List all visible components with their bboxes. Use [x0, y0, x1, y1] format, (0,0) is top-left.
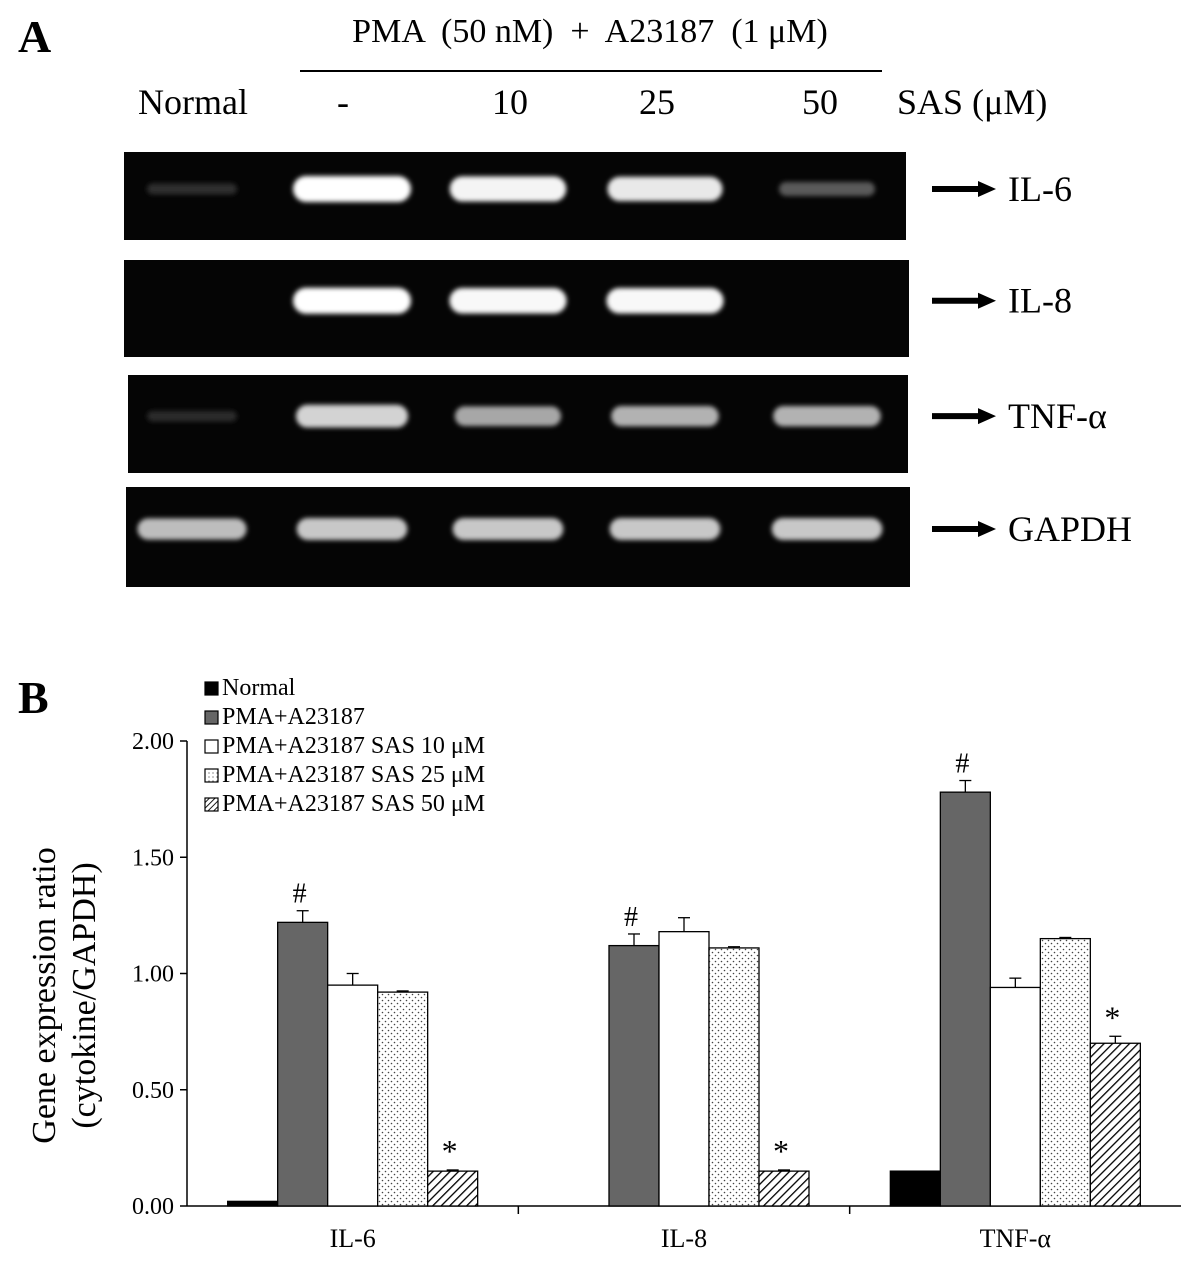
gel-panels: IL-6 IL-8 TNF-α GAPDH — [124, 152, 1132, 587]
gel-band — [606, 287, 724, 314]
bar — [1039, 937, 1091, 1207]
gel-band — [449, 287, 567, 314]
legend-label: PMA+A23187 SAS 25 μM — [222, 762, 485, 788]
gel-il-8: IL-8 — [124, 260, 1072, 357]
significance-hash: # — [624, 902, 638, 933]
y-tick-label: 1.50 — [132, 845, 174, 871]
y-tick-label: 2.00 — [132, 729, 174, 755]
treatment-label: PMA (50 nM) + A23187 (1 μM) — [352, 13, 828, 50]
bar — [227, 1200, 279, 1207]
series-2 — [327, 917, 1041, 1207]
gel-band — [773, 405, 881, 427]
gel-band — [452, 518, 564, 540]
bar — [708, 947, 760, 1207]
legend-swatch — [204, 768, 219, 783]
significance-star: * — [773, 1133, 789, 1169]
series-0 — [227, 1170, 941, 1207]
bar — [608, 944, 660, 1207]
gel-band — [293, 287, 411, 314]
gel-il-6: IL-6 — [124, 152, 1072, 240]
gel-band — [296, 518, 408, 540]
significance-hash: # — [293, 879, 307, 910]
legend-swatch — [204, 797, 219, 812]
arrow-head-icon — [978, 521, 996, 537]
bar — [758, 1170, 810, 1207]
bar-chart: Gene expression ratio(cytokine/GAPDH) 0.0… — [26, 675, 1181, 1253]
legend-label: Normal — [222, 675, 296, 701]
panel-a-label: A — [18, 11, 51, 62]
gel-band — [454, 406, 562, 426]
series-3 — [377, 936, 1091, 1207]
x-tick-label: IL-6 — [330, 1224, 376, 1253]
gel-band — [771, 518, 883, 540]
y-tick-label: 0.00 — [132, 1194, 174, 1220]
gel-band — [611, 405, 719, 427]
band-label: TNF-α — [1008, 396, 1107, 436]
lane-label: - — [337, 82, 349, 122]
legend: Normal PMA+A23187 PMA+A23187 SAS 10 μM PMA+… — [204, 675, 485, 817]
gel-band — [295, 404, 409, 428]
gel-band — [449, 176, 567, 202]
y-tick-label: 0.50 — [132, 1078, 174, 1104]
gel-band — [607, 176, 723, 202]
bar — [427, 1170, 479, 1207]
lane-label: Normal — [138, 82, 248, 122]
gel-band — [147, 410, 237, 422]
lane-label: 25 — [639, 82, 675, 122]
y-tick-label: 1.00 — [132, 962, 174, 988]
band-label: IL-6 — [1008, 169, 1072, 209]
gel-gapdh: GAPDH — [126, 487, 1132, 587]
dose-label: SAS (μM) — [897, 82, 1047, 122]
x-tick-label: TNF-α — [980, 1224, 1052, 1253]
bar — [277, 921, 329, 1207]
lane-labels: Normal - 10 25 50 — [138, 82, 838, 122]
series-4 — [427, 1035, 1141, 1207]
legend-label: PMA+A23187 SAS 50 μM — [222, 791, 485, 817]
bar — [939, 791, 991, 1207]
bar — [989, 986, 1041, 1207]
lane-label: 10 — [492, 82, 528, 122]
legend-label: PMA+A23187 — [222, 704, 365, 730]
bar — [658, 931, 710, 1207]
gel-tnf-: TNF-α — [128, 375, 1107, 473]
lane-label: 50 — [802, 82, 838, 122]
panel-b-label: B — [18, 672, 49, 723]
bar — [1089, 1042, 1141, 1207]
significance-hash: # — [955, 749, 969, 780]
band-label: IL-8 — [1008, 281, 1072, 321]
legend-label: PMA+A23187 SAS 10 μM — [222, 733, 485, 759]
bar — [327, 984, 379, 1207]
y-axis-label: Gene expression ratio(cytokine/GAPDH) — [26, 847, 103, 1143]
arrow-head-icon — [978, 180, 996, 197]
significance-star: * — [1104, 999, 1120, 1035]
gel-band — [147, 183, 237, 195]
band-label: GAPDH — [1008, 509, 1132, 549]
legend-swatch — [204, 681, 219, 696]
gel-band — [293, 175, 411, 202]
legend-swatch — [204, 739, 219, 754]
arrow-head-icon — [978, 292, 996, 309]
gel-band — [779, 181, 875, 196]
bar — [889, 1170, 941, 1207]
significance-star: * — [442, 1133, 458, 1169]
series-1 — [277, 779, 991, 1207]
x-tick-label: IL-8 — [661, 1224, 707, 1253]
arrow-head-icon — [978, 408, 996, 425]
legend-swatch — [204, 710, 219, 725]
bar — [377, 991, 429, 1207]
gel-band — [609, 518, 721, 540]
gel-band — [137, 518, 247, 540]
